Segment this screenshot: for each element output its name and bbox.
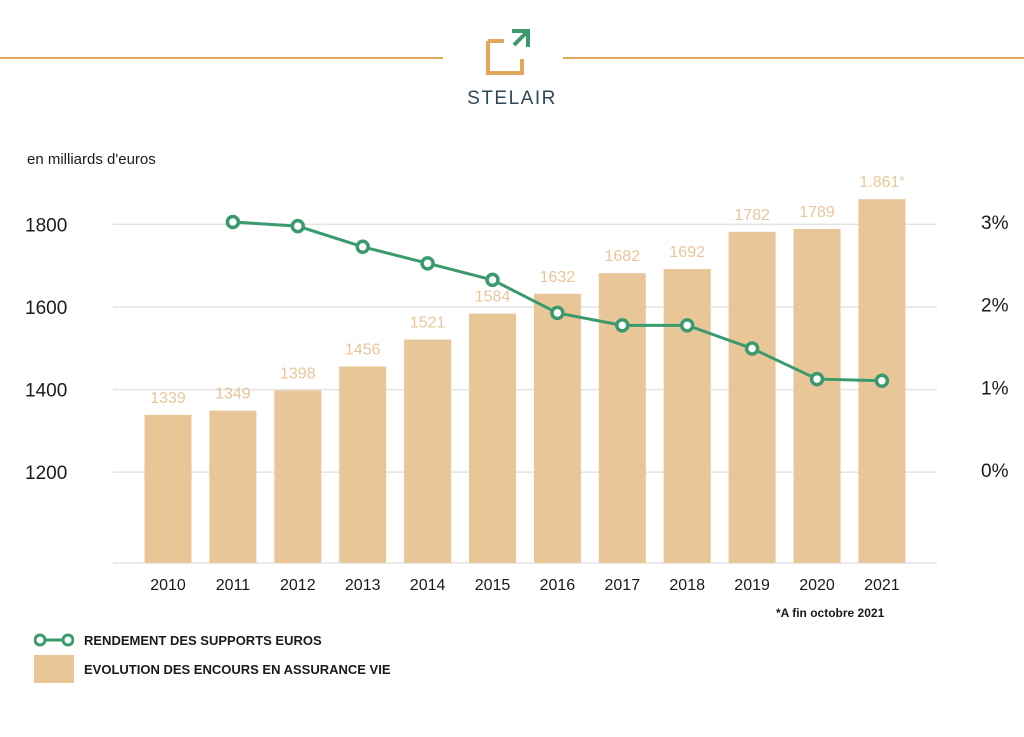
bar-label-2012: 1398: [280, 365, 316, 382]
y-right-tick-1pct: 1%: [981, 378, 1009, 399]
legend-bar-swatch: [34, 655, 74, 683]
yield-point-2012: [290, 218, 306, 234]
unit-label: en milliards d'euros: [27, 151, 156, 168]
y-left-tick-1600: 1600: [25, 298, 67, 319]
y-right-tick-2pct: 2%: [981, 296, 1009, 317]
brand-name: STELAIR: [467, 88, 557, 109]
x-tick-2021: 2021: [864, 577, 900, 594]
bar-label-2010: 1339: [150, 390, 186, 407]
y-right-tick-0pct: 0%: [981, 461, 1009, 482]
header-rule-right: [563, 57, 1024, 59]
x-tick-2012: 2012: [280, 577, 316, 594]
bar-2019: [728, 231, 776, 564]
yield-point-2020: [809, 371, 825, 387]
bar-2011: [209, 410, 257, 563]
bar-label-2013: 1456: [345, 341, 381, 358]
x-tick-2013: 2013: [345, 577, 381, 594]
x-tick-2016: 2016: [540, 577, 576, 594]
y-left-tick-1200: 1200: [25, 463, 67, 484]
x-tick-2018: 2018: [669, 577, 705, 594]
yield-point-2015: [485, 272, 500, 288]
y-right-tick-3pct: 3%: [981, 213, 1009, 234]
header-rule-left: [0, 57, 443, 59]
bar-label-2021: 1.861*: [859, 173, 904, 191]
left-axis-ticks: 1200 1400 1600 1800: [25, 215, 67, 484]
x-tick-2020: 2020: [799, 577, 835, 594]
x-tick-2010: 2010: [150, 577, 186, 594]
x-tick-2011: 2011: [216, 577, 251, 594]
asterisk-marker: *: [899, 173, 904, 188]
x-axis-ticks: 2010 2011 2012 2013 2014 2015 2016 2017 2018 2019…: [150, 577, 900, 594]
legend-item-line: RENDEMENT DES SUPPORTS EUROS: [34, 630, 322, 650]
y-left-tick-1400: 1400: [25, 381, 67, 402]
bar-value-labels: 1339 1349 1398 1456 1521 1584 1632 1682 1692 1782…: [150, 173, 904, 407]
bar-2020: [793, 228, 841, 563]
legend-label-bar: EVOLUTION DES ENCOURS EN ASSURANCE VIE: [84, 661, 391, 677]
right-axis-ticks: 0% 1% 2% 3%: [981, 213, 1009, 482]
bar-2012: [274, 390, 322, 563]
bar-series: [144, 199, 906, 564]
stelair-logo-icon: [486, 29, 530, 75]
bar-2010: [144, 414, 192, 563]
legend-line-icon: [34, 633, 74, 647]
bar-2017: [598, 273, 646, 563]
x-tick-2015: 2015: [475, 577, 511, 594]
legend-label-line: RENDEMENT DES SUPPORTS EUROS: [84, 632, 322, 648]
yield-point-2011: [225, 214, 241, 230]
bar-2014: [404, 339, 452, 563]
bar-label-2019: 1782: [734, 207, 770, 224]
x-tick-2017: 2017: [605, 577, 641, 594]
bar-label-2020: 1789: [799, 204, 835, 221]
x-tick-2019: 2019: [734, 577, 770, 594]
x-tick-2014: 2014: [410, 577, 446, 594]
bar-label-2014: 1521: [410, 315, 446, 332]
yield-point-2019: [744, 341, 760, 356]
bar-label-2018: 1692: [669, 244, 705, 261]
yield-point-2016: [550, 305, 565, 321]
bar-2013: [339, 366, 387, 563]
yield-point-2013: [355, 239, 370, 255]
y-left-tick-1800: 1800: [25, 215, 67, 236]
footnote: *A fin octobre 2021: [776, 606, 885, 620]
bar-label-2017: 1682: [605, 248, 641, 265]
bar-label-2011: 1349: [215, 386, 251, 403]
bar-2015: [469, 313, 516, 563]
bar-2018: [663, 268, 711, 563]
yield-point-2017: [615, 318, 630, 333]
yield-points: [225, 214, 890, 388]
bar-2016: [533, 293, 581, 563]
yield-point-2014: [420, 256, 435, 271]
yield-point-2018: [679, 318, 695, 333]
yield-point-2021: [874, 373, 890, 388]
bar-label-2015: 1584: [475, 289, 511, 306]
legend-item-bar: EVOLUTION DES ENCOURS EN ASSURANCE VIE: [34, 655, 391, 683]
bar-label-2016: 1632: [540, 269, 576, 286]
